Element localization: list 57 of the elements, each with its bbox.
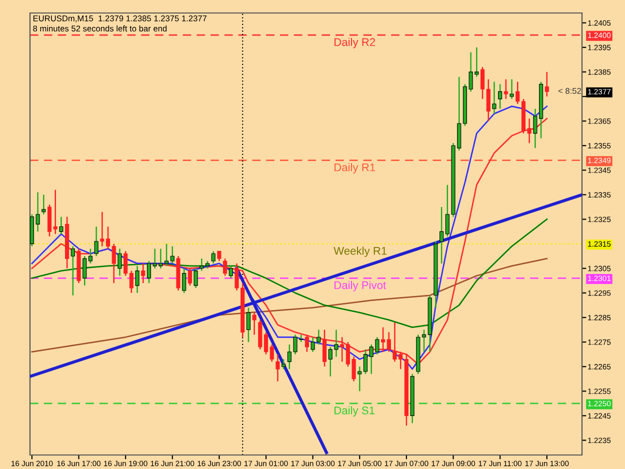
- candlestick: [112, 243, 116, 284]
- candlestick: [480, 66, 485, 100]
- candlestick: [498, 84, 502, 110]
- candlestick: [504, 78, 508, 100]
- candlestick: [194, 268, 198, 289]
- candlestick: [217, 250, 222, 262]
- candlestick: [182, 268, 186, 294]
- candlestick: [118, 248, 122, 276]
- candlestick: [386, 332, 391, 352]
- candlestick: [211, 250, 216, 264]
- candlestick: [322, 329, 327, 368]
- candlestick: [170, 246, 174, 264]
- candlestick: [129, 270, 134, 294]
- candlestick: [304, 334, 310, 352]
- candlestick: [381, 326, 386, 352]
- candlestick: [544, 71, 549, 98]
- ref-line-label: Daily R1: [334, 163, 376, 174]
- candlestick: [141, 262, 146, 284]
- candlestick: [53, 189, 58, 235]
- candlestick: [363, 348, 368, 375]
- candlestick: [223, 258, 228, 276]
- candlestick: [282, 358, 286, 370]
- candlestick: [88, 248, 92, 264]
- candlestick: [200, 258, 204, 272]
- ref-line-label: Daily Pivot: [334, 280, 386, 292]
- annotation: < 8:52: [558, 88, 581, 94]
- line-series: [31, 218, 548, 328]
- candlestick: [246, 307, 250, 343]
- candlestick: [264, 332, 268, 355]
- candlestick: [440, 206, 444, 264]
- candlestick: [252, 312, 256, 336]
- candlestick: [59, 216, 64, 235]
- candlestick: [422, 329, 426, 352]
- candlestick: [276, 354, 280, 382]
- candlestick: [492, 81, 496, 114]
- candlestick: [188, 268, 192, 286]
- candlestick: [358, 366, 362, 392]
- candlestick: [124, 250, 128, 276]
- candlestick: [486, 78, 490, 122]
- candlestick: [228, 265, 233, 279]
- candlestick: [94, 226, 98, 257]
- candlestick: [146, 260, 152, 284]
- ref-line-label: Daily R2: [334, 38, 376, 48]
- candlestick: [270, 344, 274, 362]
- chart-title: EURUSDm,M15 1.2379 1.2385 1.2375 1.2377: [33, 15, 207, 22]
- text: 8 minutes 52 seconds left to bar end: [33, 25, 167, 32]
- candlestick: [42, 194, 46, 215]
- candlestick: [340, 336, 344, 362]
- candlestick: [82, 255, 87, 286]
- line-series: [31, 258, 548, 353]
- candlestick: [70, 246, 75, 296]
- candlestick: [135, 265, 140, 294]
- ref-line-label: Daily S1: [334, 406, 374, 417]
- ref-line-label: Weekly R1: [334, 246, 387, 257]
- candlestick: [510, 78, 514, 100]
- candlestick: [516, 81, 520, 104]
- candlestick: [527, 118, 532, 144]
